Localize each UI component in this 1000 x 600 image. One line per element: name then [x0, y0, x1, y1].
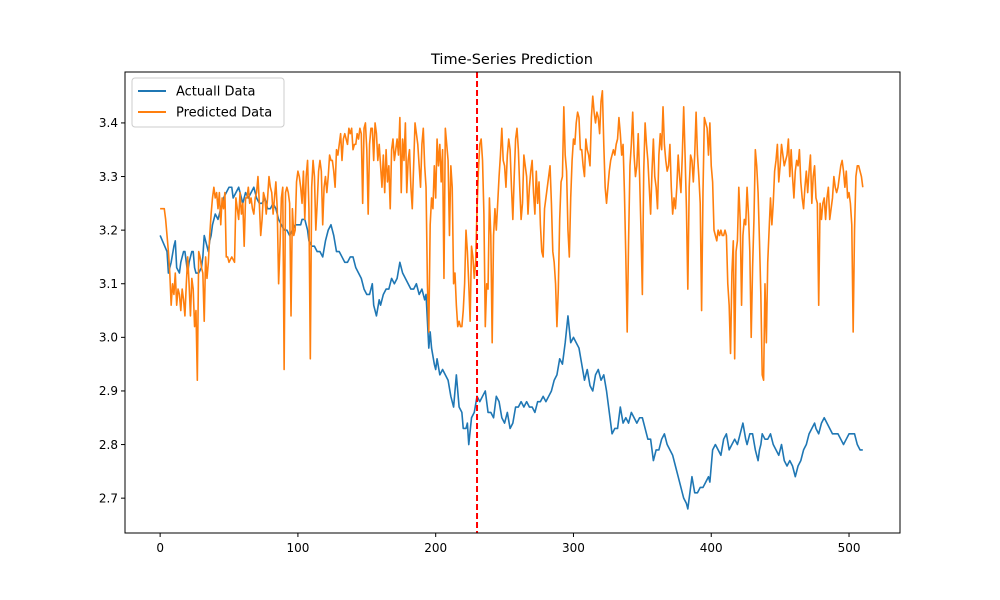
legend-label-predicted: Predicted Data: [176, 106, 272, 121]
legend: Actuall Data Predicted Data: [131, 77, 285, 128]
chart-title: Time-Series Prediction: [430, 52, 593, 68]
series-group: [159, 89, 864, 510]
y-tick-label: 3.1: [99, 277, 118, 291]
x-tick-label: 300: [562, 541, 585, 555]
axes-layer: 0 100 200 300 400 500 2.7 2.8 2.9 3.0 3.1 3.2 3.3 3.4: [99, 71, 901, 555]
y-tick-label: 3.0: [99, 331, 118, 345]
legend-label-actual: Actuall Data: [176, 85, 256, 100]
y-tick-label: 3.4: [99, 116, 118, 130]
x-tick-label: 100: [286, 541, 309, 555]
series-line-predicted: [160, 89, 864, 382]
y-tick-label: 2.9: [99, 384, 118, 398]
axes-frame: [124, 71, 901, 534]
x-tick-label: 400: [700, 541, 723, 555]
x-tick-label: 0: [156, 541, 164, 555]
y-tick-label: 3.2: [99, 223, 118, 237]
plot-layer: [159, 72, 864, 533]
y-tick-label: 2.8: [99, 438, 118, 452]
y-tick-label: 2.7: [99, 491, 118, 505]
x-tick-label: 500: [838, 541, 861, 555]
y-tick-label: 3.3: [99, 170, 118, 184]
legend-frame: [131, 77, 285, 128]
x-tick-label: 200: [424, 541, 447, 555]
